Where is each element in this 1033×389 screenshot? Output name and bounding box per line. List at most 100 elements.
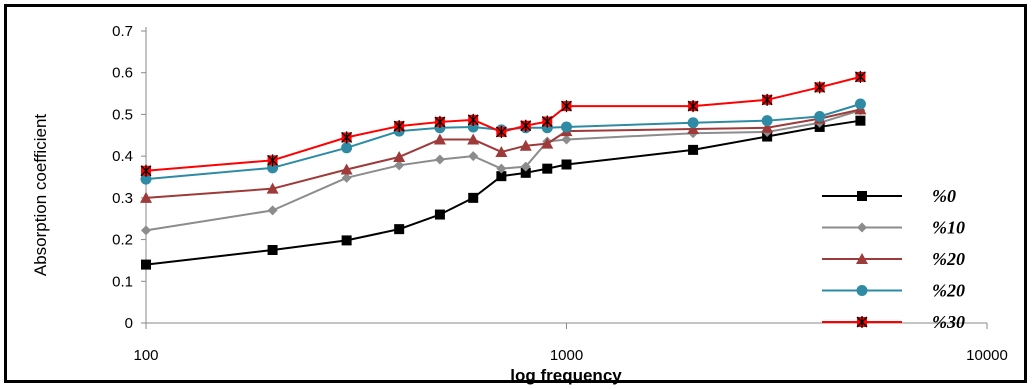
y-tick-label: 0.3: [112, 190, 133, 207]
legend-item: %20: [822, 281, 965, 301]
legend-item: %30: [822, 312, 965, 332]
marker-cross: [541, 115, 553, 128]
data-point: [857, 191, 867, 201]
data-point: [267, 154, 279, 167]
data-point: [561, 159, 572, 170]
data-point: [857, 222, 867, 233]
data-point: [468, 151, 479, 162]
data-point: [541, 115, 553, 128]
marker-cross: [467, 113, 479, 126]
y-axis-title: Absorption coefficient: [31, 114, 50, 277]
data-point: [140, 173, 152, 185]
series-4: [140, 70, 866, 177]
series-line: [145, 108, 861, 199]
data-point: [495, 125, 507, 138]
series-layer: [140, 70, 867, 270]
x-axis-title: log frequency: [510, 366, 622, 385]
data-point: [855, 115, 866, 126]
data-point: [267, 245, 278, 255]
data-point: [495, 145, 508, 157]
data-point: [761, 115, 773, 127]
data-point: [434, 115, 446, 128]
legend-item: %10: [822, 218, 965, 238]
data-point: [141, 225, 151, 236]
data-point: [394, 224, 405, 235]
legend: %0 %10 %20 %20 %30: [822, 186, 965, 332]
data-point: [467, 133, 480, 145]
series-line: [145, 109, 861, 232]
data-point: [496, 171, 507, 182]
series-2: [140, 103, 867, 203]
legend-label: %20: [932, 249, 965, 269]
marker-cross: [267, 154, 279, 167]
legend-label: %10: [932, 218, 965, 238]
data-point: [814, 111, 826, 123]
data-point: [434, 209, 445, 220]
data-point: [266, 182, 279, 194]
data-point: [434, 154, 445, 165]
data-point: [814, 81, 826, 94]
marker-cross: [495, 125, 507, 138]
legend-item: %20: [822, 249, 965, 269]
data-point: [520, 161, 531, 172]
data-point: [561, 134, 572, 145]
legend-label: %0: [932, 186, 956, 206]
data-point: [496, 163, 507, 174]
marker-cross: [341, 131, 353, 144]
x-tick-label: 1000: [550, 347, 583, 364]
y-tick-label: 0.5: [112, 106, 133, 123]
legend-label: %30: [932, 312, 965, 332]
data-point: [141, 259, 151, 270]
data-point: [541, 137, 554, 149]
data-point: [341, 235, 352, 246]
y-tick-label: 0.6: [112, 65, 133, 82]
legend-label: %20: [932, 281, 965, 301]
data-point: [341, 131, 353, 144]
data-point: [520, 167, 531, 178]
chart-frame: [4, 4, 1027, 383]
data-point: [394, 160, 405, 171]
data-point: [561, 100, 572, 113]
marker-cross: [687, 100, 699, 113]
marker-cross: [814, 81, 826, 94]
data-point: [854, 98, 866, 110]
x-tick-label: 10000: [966, 347, 1008, 364]
data-point: [687, 100, 699, 113]
data-point: [467, 113, 479, 126]
marker-cross: [393, 120, 405, 133]
series-0: [141, 115, 866, 270]
data-point: [340, 163, 353, 175]
y-tick-label: 0.2: [112, 232, 133, 249]
x-tick-label: 100: [133, 347, 158, 364]
legend-item: %0: [822, 186, 956, 206]
data-point: [856, 316, 868, 328]
marker-cross: [854, 70, 866, 83]
data-point: [140, 164, 152, 177]
axes: 0 0.1 0.2 0.3 0.4 0.5 0.6 0.7 100 1000 10000: [112, 23, 1008, 364]
data-point: [433, 133, 446, 145]
data-point: [519, 139, 532, 151]
data-point: [856, 285, 868, 296]
marker-cross: [561, 100, 572, 113]
series-line: [145, 75, 861, 172]
y-tick-label: 0: [125, 315, 133, 332]
data-point: [341, 172, 352, 183]
data-point: [341, 142, 353, 154]
data-point: [854, 70, 866, 83]
y-tick-label: 0.4: [112, 148, 133, 165]
data-point: [688, 144, 699, 155]
data-point: [687, 117, 699, 129]
marker-cross: [856, 316, 868, 328]
data-point: [468, 192, 479, 203]
data-point: [520, 119, 532, 132]
data-point: [561, 121, 572, 133]
y-tick-label: 0.7: [112, 23, 133, 40]
data-point: [393, 120, 405, 133]
marker-cross: [434, 115, 446, 128]
marker-cross: [520, 119, 532, 132]
data-point: [140, 191, 152, 203]
data-point: [761, 121, 774, 133]
data-point: [542, 163, 553, 174]
marker-cross: [761, 93, 773, 106]
marker-cross: [140, 164, 152, 177]
